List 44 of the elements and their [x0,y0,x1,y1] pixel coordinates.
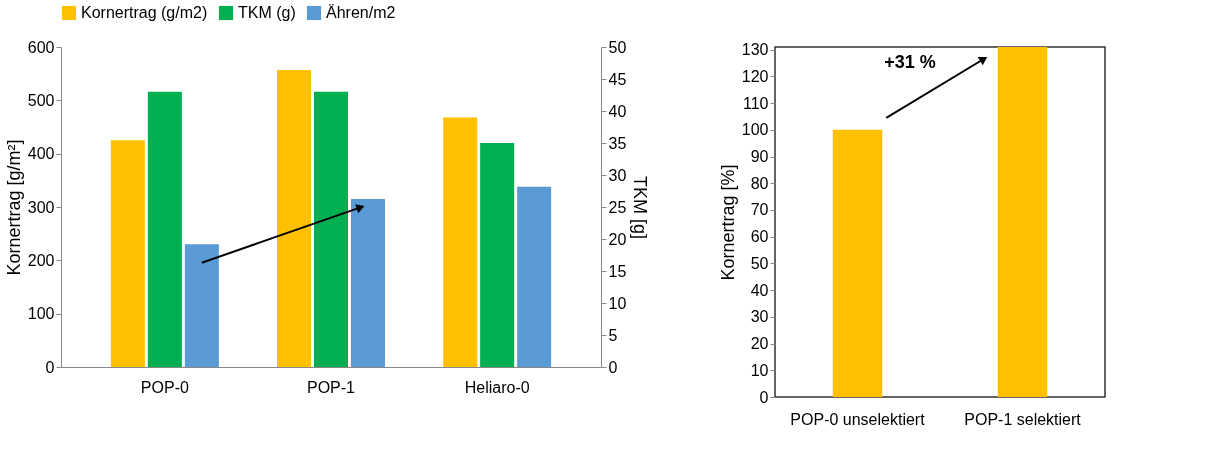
y-tick-label: 200 [27,251,55,269]
y-tick-label: 130 [741,41,769,59]
y-tick-label: 400 [27,145,55,163]
legend-label: TKM (g) [238,4,296,21]
y-tick-label: 110 [742,94,769,112]
y2-tick-label: 20 [608,230,627,248]
y-tick-label: 50 [750,254,769,272]
y-tick-label: 80 [750,174,769,192]
y-tick-label: 10 [750,361,769,379]
y-tick-label: 100 [27,305,55,323]
y-tick-label: 600 [27,38,55,56]
y-tick-label: 500 [27,91,55,109]
y2-axis-title: TKM [g] [630,175,651,240]
y-tick-label: 70 [750,201,769,219]
y2-tick-label: 35 [608,134,627,152]
annotation: +31 % [884,52,936,73]
y-axis-title: Kornertrag [g/m²] [3,139,24,276]
y2-tick-label: 25 [608,198,627,216]
y-tick-label: 0 [45,358,55,376]
y-tick-label: 60 [750,228,769,246]
y2-tick-label: 15 [608,262,627,280]
y-tick-label: 120 [741,67,769,85]
y2-tick-label: 50 [608,38,627,56]
y-tick-label: 40 [750,281,769,299]
y2-tick-label: 5 [608,326,618,344]
y-tick-label: 90 [750,148,769,166]
y2-tick-label: 45 [608,70,627,88]
legend-label: Kornertrag (g/m2) [81,4,208,21]
x-tick-label: POP-1 [306,378,356,396]
y2-tick-label: 0 [608,358,618,376]
x-tick-label: POP-1 selektiert [964,410,1082,428]
x-tick-label: POP-0 unselektiert [790,410,926,428]
y-tick-label: 0 [759,388,769,406]
y-tick-label: 30 [750,308,769,326]
x-tick-label: POP-0 [140,378,189,396]
y-tick-label: 300 [27,198,55,216]
x-tick-label: Heliaro-0 [464,378,530,396]
y2-tick-label: 10 [608,294,627,312]
y-tick-label: 100 [741,121,769,139]
y-tick-label: 20 [750,335,769,353]
y2-tick-label: 30 [608,166,627,184]
legend-label: Ähren/m2 [326,4,396,21]
y2-tick-label: 40 [608,102,627,120]
y-axis-title: Kornertrag [%] [717,164,738,281]
